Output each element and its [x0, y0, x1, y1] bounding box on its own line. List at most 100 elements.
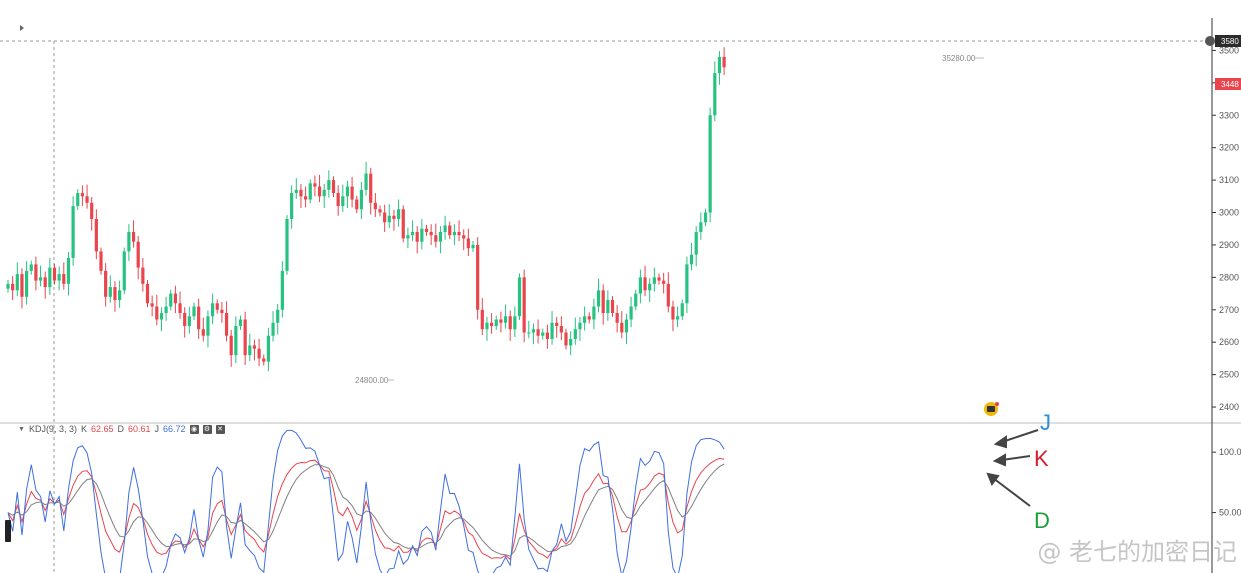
candle-body [587, 316, 591, 320]
candle-body [592, 306, 596, 320]
candle-body [317, 186, 322, 197]
candle-body [220, 309, 224, 314]
candle-body [373, 202, 377, 210]
settings-gear-icon[interactable]: ⚙ [202, 424, 212, 434]
candle-body [322, 189, 326, 197]
candle-body [290, 193, 294, 219]
candle-body [615, 313, 619, 323]
svg-text:3580: 3580 [1221, 37, 1239, 46]
candle-body [550, 322, 554, 339]
candle-body [197, 306, 201, 330]
candle-body [173, 293, 177, 304]
candle-body [43, 277, 47, 288]
candle-body [541, 332, 545, 336]
candle-body [689, 254, 694, 265]
candle-body [48, 267, 52, 288]
candle-body [420, 228, 424, 242]
candle-body [397, 209, 401, 219]
candle-body [429, 231, 433, 236]
candle-body [313, 183, 317, 187]
candle-body [355, 199, 359, 210]
candle-body [71, 206, 75, 258]
kdj-collapse-icon[interactable]: ▼ [18, 425, 25, 433]
candle-body [401, 209, 405, 239]
candle-body [80, 193, 84, 197]
candle-body [94, 219, 98, 252]
candle-body [122, 251, 126, 291]
candle-body [266, 335, 270, 362]
candle-body [187, 316, 191, 326]
candle-body [76, 193, 80, 207]
candle-body [327, 180, 331, 190]
candle-body [104, 270, 108, 297]
candle-body [522, 277, 526, 333]
candle-body [466, 238, 470, 249]
candle-body [634, 293, 638, 307]
candle-body [285, 219, 289, 271]
candle-body [350, 186, 354, 200]
j-label: J [154, 424, 160, 434]
annotation-d: D [1034, 508, 1050, 533]
candle-body [25, 270, 29, 297]
low-label: 24800.00 [355, 376, 394, 385]
candle-body [145, 283, 150, 304]
candle-body [192, 306, 196, 317]
candle-body [378, 209, 382, 213]
close-icon[interactable]: ✕ [215, 424, 225, 434]
candle-body [280, 270, 284, 310]
price-tick-label: 3500 [1219, 45, 1239, 55]
candle-body [559, 325, 563, 333]
candle-body [480, 309, 484, 330]
candle-body [699, 222, 703, 232]
candle-body [662, 280, 666, 284]
candle-body [643, 277, 647, 291]
price-tick-label: 3300 [1219, 110, 1239, 120]
kdj-tick-label: 50.00 [1219, 508, 1241, 518]
candle-body [424, 228, 429, 232]
candle-body [271, 322, 275, 336]
kdj-tick-label: 100.00 [1219, 447, 1241, 457]
price-tick-label: 2900 [1219, 240, 1239, 250]
price-tick-label: 2400 [1219, 402, 1239, 412]
candle-body [136, 241, 140, 268]
visibility-eye-icon[interactable]: ◉ [189, 424, 199, 434]
candle-body [406, 235, 410, 239]
candle-body [671, 306, 675, 320]
candle-body [527, 332, 531, 334]
candle-body [387, 215, 391, 223]
candle-body [248, 345, 252, 356]
candle-body [178, 303, 182, 314]
candle-body [624, 319, 629, 333]
candle-body [601, 290, 605, 314]
candle-body [99, 251, 103, 271]
candle-body [471, 244, 475, 249]
candle-body [531, 329, 536, 333]
candle-body [262, 358, 266, 362]
candle-body [694, 231, 698, 255]
left-edge-marker [5, 520, 11, 542]
candle-body [229, 335, 233, 356]
candle-body [304, 196, 308, 200]
candle-body [476, 244, 480, 310]
candle-body [252, 345, 257, 349]
candle-body [629, 306, 633, 320]
candle-body [638, 277, 642, 294]
candle-body [243, 319, 247, 356]
candle-body [34, 264, 38, 281]
candle-body [490, 322, 494, 326]
price-tick-label: 3200 [1219, 143, 1239, 153]
candle-body [164, 306, 168, 314]
candle-body [150, 303, 154, 307]
price-tick-label: 2600 [1219, 337, 1239, 347]
collapse-arrow-icon[interactable] [20, 25, 24, 31]
d-label: D [117, 424, 125, 434]
candle-body [517, 277, 522, 317]
candle-body [610, 300, 615, 314]
candle-body [364, 173, 368, 190]
alert-icon[interactable] [984, 402, 999, 416]
candle-body [331, 180, 336, 194]
candle-body [666, 283, 670, 307]
candle-body [564, 332, 568, 346]
candle-body [606, 300, 610, 314]
